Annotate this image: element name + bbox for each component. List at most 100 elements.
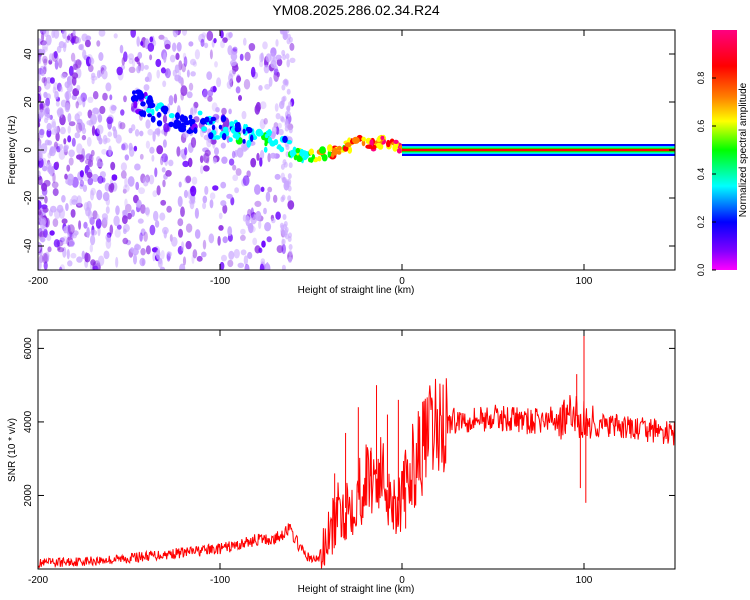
noise-blob bbox=[98, 137, 103, 145]
noise-blob bbox=[53, 30, 60, 39]
noise-blob bbox=[115, 205, 120, 216]
noise-blob bbox=[190, 58, 197, 66]
noise-blob bbox=[230, 52, 238, 61]
noise-blob bbox=[123, 184, 130, 193]
ridge-blob bbox=[175, 112, 180, 120]
noise-blob bbox=[152, 252, 156, 262]
ridge-blob bbox=[234, 125, 242, 133]
noise-blob bbox=[57, 82, 62, 92]
noise-blob bbox=[106, 232, 112, 238]
noise-blob bbox=[116, 224, 122, 230]
ridge-blob bbox=[386, 139, 391, 148]
noise-blob bbox=[168, 159, 174, 167]
noise-blob bbox=[256, 152, 260, 161]
noise-blob bbox=[160, 157, 165, 164]
noise-blob bbox=[86, 136, 92, 147]
ridge-blob bbox=[179, 114, 185, 122]
noise-blob bbox=[192, 249, 198, 259]
noise-blob bbox=[182, 52, 187, 60]
noise-blob bbox=[39, 129, 45, 139]
ridge-blob bbox=[286, 139, 293, 145]
noise-blob bbox=[42, 252, 48, 264]
colorbar-ticks: 0.0 0.2 0.4 0.6 0.8 bbox=[696, 72, 716, 276]
noise-blob bbox=[254, 104, 261, 115]
snr-panel: -200 -100 0 100 2000 4000 6000 Height of strai… bbox=[7, 329, 676, 595]
x-tick-label: 100 bbox=[576, 575, 593, 586]
noise-blob bbox=[189, 200, 195, 210]
noise-blob bbox=[39, 236, 46, 243]
noise-blob bbox=[208, 233, 215, 244]
ridge-blob bbox=[321, 154, 328, 162]
noise-blob bbox=[228, 250, 235, 260]
noise-blob bbox=[67, 113, 72, 123]
noise-blob bbox=[133, 145, 138, 152]
noise-blob bbox=[85, 153, 93, 161]
noise-blob bbox=[67, 179, 74, 186]
noise-blob bbox=[220, 30, 224, 39]
noise-blob bbox=[96, 161, 104, 168]
ridge-blob bbox=[332, 148, 336, 154]
noise-blob bbox=[237, 262, 245, 268]
noise-blob bbox=[287, 200, 295, 210]
ridge-blob bbox=[365, 144, 373, 149]
noise-blob bbox=[63, 41, 67, 49]
noise-blob bbox=[248, 43, 256, 51]
noise-blob bbox=[182, 160, 190, 168]
noise-blob bbox=[167, 251, 173, 257]
noise-blob bbox=[47, 166, 51, 173]
noise-blob bbox=[119, 44, 124, 54]
noise-blob bbox=[160, 250, 165, 260]
noise-blob bbox=[232, 68, 237, 75]
noise-blob bbox=[127, 176, 135, 187]
noise-blob bbox=[263, 207, 267, 215]
noise-blob bbox=[193, 101, 199, 109]
noise-blob bbox=[206, 136, 212, 148]
noise-blob bbox=[217, 235, 221, 246]
ridge-blob bbox=[210, 116, 216, 122]
noise-blob bbox=[71, 232, 77, 239]
noise-blob bbox=[231, 150, 236, 159]
noise-blob bbox=[147, 42, 155, 52]
noise-blob bbox=[59, 264, 65, 270]
noise-blob bbox=[72, 30, 76, 37]
noise-blob bbox=[119, 122, 126, 130]
ridge-blob bbox=[282, 135, 288, 143]
noise-blob bbox=[268, 76, 273, 87]
noise-blob bbox=[55, 132, 60, 142]
ridge-blob bbox=[155, 105, 159, 112]
noise-blob bbox=[250, 214, 257, 225]
ridge-blob bbox=[133, 100, 138, 109]
noise-blob bbox=[52, 188, 59, 197]
noise-blob bbox=[262, 41, 268, 50]
noise-blob bbox=[122, 188, 127, 194]
ridge-blob bbox=[319, 146, 326, 154]
noise-blob bbox=[38, 241, 41, 253]
noise-blob bbox=[213, 38, 217, 44]
noise-blob bbox=[250, 207, 254, 218]
noise-blob bbox=[215, 115, 220, 124]
noise-blob bbox=[121, 142, 129, 151]
noise-blob bbox=[242, 175, 250, 187]
noise-blob bbox=[47, 246, 52, 253]
snr-axes: -200 -100 0 100 2000 4000 6000 bbox=[23, 330, 675, 586]
noise-column-blob bbox=[286, 106, 291, 112]
ridge-blob bbox=[193, 127, 198, 134]
noise-blob bbox=[252, 237, 258, 246]
noise-blob bbox=[53, 239, 60, 248]
noise-blob bbox=[275, 113, 281, 120]
noise-blob bbox=[157, 258, 163, 268]
noise-blob bbox=[247, 251, 253, 260]
noise-blob bbox=[61, 195, 66, 203]
noise-blob bbox=[254, 200, 262, 207]
noise-blob bbox=[105, 234, 111, 241]
noise-blob bbox=[244, 263, 250, 270]
noise-blob bbox=[92, 107, 100, 115]
noise-column-blob bbox=[279, 222, 284, 229]
noise-blob bbox=[82, 49, 87, 59]
noise-blob bbox=[97, 175, 104, 184]
noise-blob bbox=[113, 33, 118, 39]
noise-blob bbox=[140, 41, 144, 46]
ridge-blob bbox=[168, 113, 175, 119]
noise-blob bbox=[228, 32, 233, 38]
noise-blob bbox=[109, 104, 116, 114]
